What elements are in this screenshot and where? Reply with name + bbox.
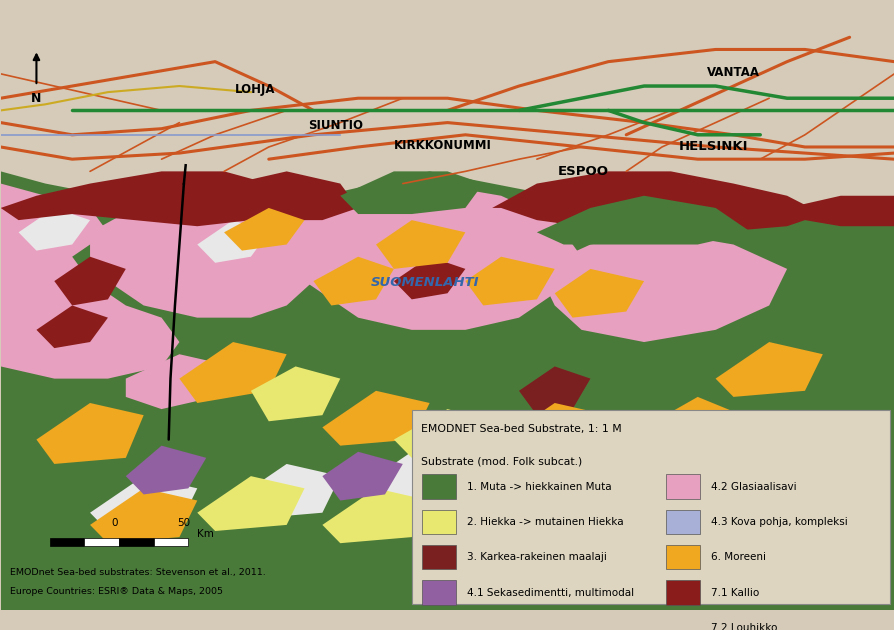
Polygon shape <box>179 342 286 403</box>
Text: 50: 50 <box>177 518 190 528</box>
Text: 4.2 Glasiaalisavi: 4.2 Glasiaalisavi <box>711 481 796 491</box>
Bar <box>666 474 700 499</box>
Text: 1. Muta -> hiekkainen Muta: 1. Muta -> hiekkainen Muta <box>467 481 611 491</box>
Polygon shape <box>340 171 483 214</box>
Text: 3. Karkea-rakeinen maalaji: 3. Karkea-rakeinen maalaji <box>467 553 606 562</box>
Polygon shape <box>37 306 108 348</box>
Polygon shape <box>19 208 90 251</box>
Text: 6. Moreeni: 6. Moreeni <box>711 553 765 562</box>
Text: ESPOO: ESPOO <box>557 165 608 178</box>
Polygon shape <box>375 220 465 269</box>
Polygon shape <box>232 464 340 519</box>
Bar <box>422 474 456 499</box>
Polygon shape <box>1 171 893 610</box>
Bar <box>422 580 456 605</box>
Polygon shape <box>536 232 786 342</box>
Polygon shape <box>197 476 304 531</box>
Polygon shape <box>554 269 644 318</box>
Text: N: N <box>31 92 42 105</box>
Bar <box>666 580 700 605</box>
Bar <box>411 410 889 604</box>
Polygon shape <box>519 367 590 415</box>
Polygon shape <box>750 476 857 531</box>
Polygon shape <box>126 354 232 409</box>
Polygon shape <box>393 409 492 458</box>
Polygon shape <box>90 476 197 531</box>
Bar <box>50 538 84 546</box>
Polygon shape <box>501 403 608 458</box>
Polygon shape <box>250 367 340 421</box>
Polygon shape <box>126 445 206 495</box>
Bar <box>666 545 700 570</box>
Polygon shape <box>393 256 465 299</box>
Bar <box>84 538 119 546</box>
Polygon shape <box>322 488 429 543</box>
Polygon shape <box>90 196 358 318</box>
Polygon shape <box>786 196 893 226</box>
Polygon shape <box>1 183 179 379</box>
Text: SIUNTIO: SIUNTIO <box>308 119 363 132</box>
Polygon shape <box>465 256 554 306</box>
Polygon shape <box>179 171 358 220</box>
Text: EMODnet Sea-bed substrates: Stevenson et al., 2011.: EMODnet Sea-bed substrates: Stevenson et… <box>10 568 266 576</box>
Polygon shape <box>1 171 304 226</box>
Polygon shape <box>313 256 393 306</box>
Text: KIRKKONUMMI: KIRKKONUMMI <box>393 139 492 152</box>
Text: HELSINKI: HELSINKI <box>679 140 747 154</box>
Polygon shape <box>662 488 768 543</box>
Text: Km: Km <box>197 529 214 539</box>
Polygon shape <box>715 342 822 397</box>
Polygon shape <box>465 440 572 495</box>
Bar <box>422 545 456 570</box>
Text: Europe Countries: ESRI® Data & Maps, 2005: Europe Countries: ESRI® Data & Maps, 200… <box>10 587 223 596</box>
Bar <box>154 538 188 546</box>
Polygon shape <box>322 452 402 500</box>
Polygon shape <box>37 403 144 464</box>
Text: 4.1 Sekasedimentti, multimodal: 4.1 Sekasedimentti, multimodal <box>467 588 634 598</box>
Polygon shape <box>626 458 706 507</box>
Polygon shape <box>268 183 581 330</box>
Polygon shape <box>358 452 465 507</box>
Polygon shape <box>224 208 304 251</box>
Bar <box>666 510 700 534</box>
Polygon shape <box>90 488 197 543</box>
Bar <box>119 538 154 546</box>
Text: EMODNET Sea-bed Substrate, 1: 1 M: EMODNET Sea-bed Substrate, 1: 1 M <box>420 424 620 433</box>
Polygon shape <box>429 513 536 568</box>
Polygon shape <box>536 196 750 244</box>
Polygon shape <box>554 452 662 507</box>
Text: LOHJA: LOHJA <box>235 83 275 96</box>
Text: 0: 0 <box>111 518 118 528</box>
Polygon shape <box>492 171 822 232</box>
Polygon shape <box>55 256 126 306</box>
Polygon shape <box>786 421 875 476</box>
Text: 2. Hiekka -> mutainen Hiekka: 2. Hiekka -> mutainen Hiekka <box>467 517 623 527</box>
Text: Substrate (mod. Folk subcat.): Substrate (mod. Folk subcat.) <box>420 456 581 466</box>
Bar <box>422 510 456 534</box>
Polygon shape <box>322 391 429 445</box>
Text: 7.2 Louhikko: 7.2 Louhikko <box>711 623 777 630</box>
Text: 7.1 Kallio: 7.1 Kallio <box>711 588 758 598</box>
Polygon shape <box>197 220 268 263</box>
Polygon shape <box>447 470 527 519</box>
Polygon shape <box>644 397 741 452</box>
Polygon shape <box>768 452 875 507</box>
Polygon shape <box>1 1 893 214</box>
Bar <box>666 616 700 630</box>
Polygon shape <box>644 464 750 519</box>
Text: 4.3 Kova pohja, kompleksi: 4.3 Kova pohja, kompleksi <box>711 517 847 527</box>
Text: VANTAA: VANTAA <box>706 66 759 79</box>
Text: SUOMENLAHTI: SUOMENLAHTI <box>370 276 479 289</box>
